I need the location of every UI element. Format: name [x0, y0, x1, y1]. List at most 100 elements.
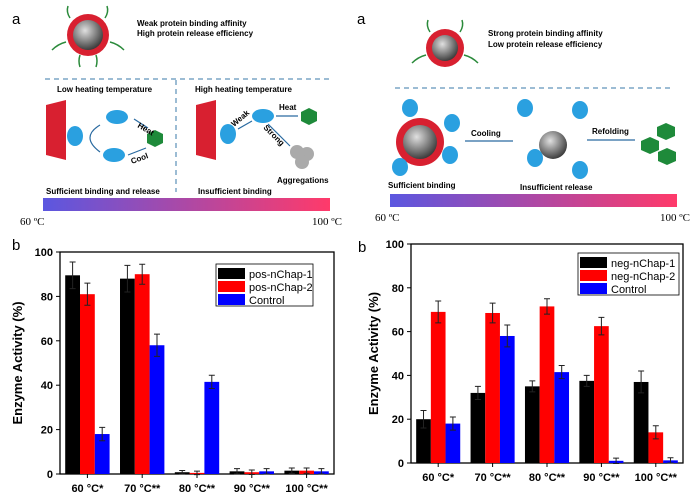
bar-neg-nchap-1	[579, 380, 595, 463]
bar-neg-nchap-1	[524, 386, 540, 463]
caption: Sufficient binding and release	[46, 187, 160, 196]
error-bar	[638, 370, 645, 394]
bar-neg-nchap-2	[648, 432, 664, 463]
error-bar	[303, 467, 310, 474]
description-line: High protein release efficiency	[137, 29, 254, 38]
x-tick-label: 100 °C**	[285, 483, 328, 495]
y-tick-label: 0	[398, 458, 404, 470]
legend-label: pos-nChap-1	[249, 269, 313, 281]
panel-label: b	[12, 237, 20, 254]
error-bar	[652, 425, 659, 440]
error-bar	[529, 380, 536, 393]
error-bar	[139, 263, 146, 285]
strong-label: Strong	[262, 123, 287, 148]
error-bar	[435, 300, 442, 324]
legend-label: Control	[611, 284, 646, 296]
legend-swatch	[218, 268, 245, 279]
error-bar	[420, 409, 427, 429]
legend-label: pos-nChap-2	[249, 282, 313, 294]
error-bar	[124, 264, 131, 293]
bar-control	[94, 434, 110, 474]
y-tick-label: 0	[47, 469, 53, 481]
error-bar	[263, 468, 270, 475]
legend-swatch	[580, 283, 607, 294]
error-bar	[248, 469, 255, 475]
bar-chart-positive: b 0 20 40 60 80 100 Enzyme Activity (%) 60 °C* 70…	[10, 237, 335, 495]
description-line: Strong protein binding affinity	[488, 29, 603, 38]
error-bar	[208, 374, 215, 390]
x-tick-label: 60 °C*	[71, 483, 104, 495]
error-bar	[99, 426, 106, 442]
x-tick-label: 80 °C**	[179, 483, 216, 495]
y-tick-label: 80	[392, 283, 404, 295]
y-tick-label: 20	[392, 414, 404, 426]
y-tick-label: 40	[41, 380, 53, 392]
bar-pos-nchap-2	[80, 294, 95, 474]
nanoparticle-icon	[411, 19, 479, 67]
caption: Insufficient binding	[198, 187, 272, 196]
bar-neg-nchap-2	[430, 311, 446, 463]
cooling-label: Cooling	[471, 129, 501, 138]
aggregations-label: Aggregations	[277, 176, 329, 185]
panel-label: b	[358, 239, 366, 256]
legend-label: neg-nChap-2	[611, 271, 675, 283]
bar-neg-nchap-1	[633, 381, 649, 463]
y-tick-label: 60	[41, 336, 53, 348]
error-bar	[449, 416, 456, 431]
error-bar	[153, 333, 160, 357]
bar-pos-nchap-2	[134, 274, 150, 474]
cooling-refolding-illustration	[392, 99, 676, 179]
y-tick-label: 80	[41, 291, 53, 303]
legend-label: neg-nChap-1	[611, 258, 675, 270]
section-title: Low heating temperature	[57, 85, 153, 94]
error-bar	[194, 470, 200, 476]
nanoparticle-icon	[51, 5, 125, 68]
description-line: Low protein release efficiency	[488, 40, 603, 49]
error-bar	[583, 374, 590, 387]
temp-max-label: 100 ºC	[660, 212, 690, 224]
bar-control	[445, 423, 461, 463]
bar-neg-nchap-1	[416, 419, 431, 463]
legend-swatch	[580, 270, 607, 281]
y-tick-label: 40	[392, 370, 404, 382]
temp-min-label: 60 ºC	[375, 212, 400, 224]
error-bar	[544, 298, 550, 315]
legend-label: Control	[249, 295, 284, 307]
description-line: Weak protein binding affinity	[137, 19, 247, 28]
error-bar	[179, 469, 186, 475]
heat-label: Heat	[279, 103, 297, 112]
diagram-right: a Strong protein binding affinity Low pr…	[357, 11, 690, 224]
error-bar	[489, 302, 496, 324]
x-tick-label: 90 °C**	[583, 472, 620, 484]
bar-pos-nchap-1	[120, 278, 135, 474]
y-axis-label: Enzyme Activity (%)	[10, 301, 25, 424]
error-bar	[474, 385, 481, 400]
y-tick-label: 20	[41, 425, 53, 437]
weak-label: Weak	[230, 108, 252, 129]
bar-control	[204, 381, 220, 474]
error-bar	[69, 261, 76, 290]
error-bar	[288, 467, 295, 474]
bar-control	[499, 335, 515, 463]
error-bar	[667, 457, 674, 464]
caption: Sufficient binding	[388, 181, 456, 190]
panel-label: a	[12, 11, 21, 28]
error-bar	[598, 316, 605, 336]
caption: Insufficient release	[520, 183, 593, 192]
temperature-gradient-bar	[390, 194, 677, 207]
error-bar	[558, 365, 565, 380]
x-tick-label: 60 °C*	[422, 472, 455, 484]
x-tick-label: 90 °C**	[234, 483, 271, 495]
bar-neg-nchap-2	[594, 326, 609, 463]
temp-max-label: 100 ºC	[312, 216, 342, 228]
x-tick-label: 100 °C**	[635, 472, 678, 484]
x-tick-label: 70 °C**	[474, 472, 511, 484]
bar-neg-nchap-2	[539, 306, 555, 463]
y-axis-label: Enzyme Activity (%)	[366, 292, 381, 415]
error-bar	[84, 282, 91, 306]
section-title: High heating temperature	[195, 85, 292, 94]
bar-neg-nchap-1	[470, 392, 486, 463]
legend-swatch	[580, 257, 607, 268]
y-tick-label: 60	[392, 327, 404, 339]
